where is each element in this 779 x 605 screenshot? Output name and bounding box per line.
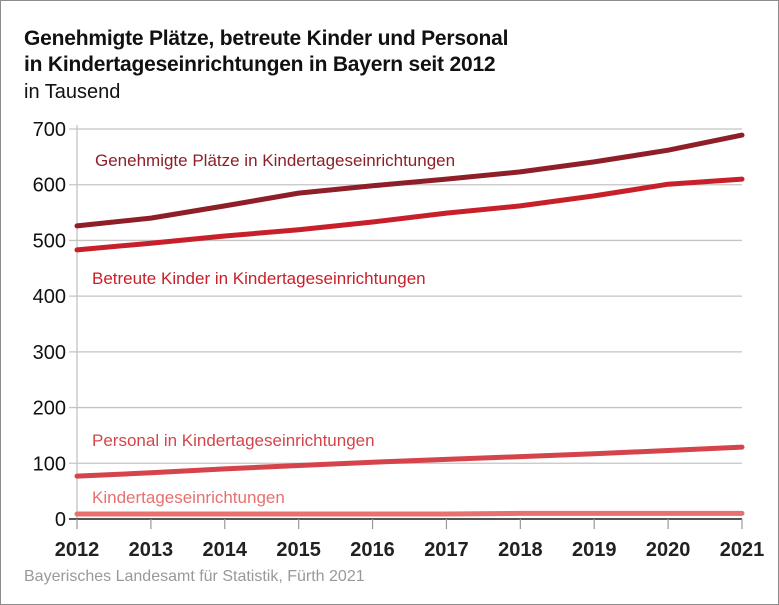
y-tick-label: 600: [33, 175, 66, 197]
series-label-3: Kindertageseinrichtungen: [92, 488, 285, 507]
series-lines: [74, 132, 745, 517]
x-tick-label: 2017: [424, 539, 469, 561]
y-tick-label: 400: [33, 286, 66, 308]
x-tick-label: 2016: [350, 539, 395, 561]
series-label-0: Genehmigte Plätze in Kindertageseinricht…: [95, 151, 455, 170]
y-tick-label: 500: [33, 230, 66, 252]
y-axis-ticks: 0 100 200 300 400 500 600 700: [33, 119, 66, 531]
chart-subtitle: in Tausend: [24, 81, 121, 103]
x-tick-label: 2021: [720, 539, 765, 561]
x-tick-label: 2012: [55, 539, 100, 561]
y-tick-label: 200: [33, 398, 66, 420]
series-label-2: Personal in Kindertageseinrichtungen: [92, 431, 375, 450]
chart-title: Genehmigte Plätze, betreute Kinder und P…: [24, 26, 508, 78]
x-tick-label: 2014: [203, 539, 248, 561]
source-note: Bayerisches Landesamt für Statistik, Für…: [24, 568, 365, 585]
x-tick-label: 2019: [572, 539, 617, 561]
x-tick-label: 2018: [498, 539, 543, 561]
series-line-0: [74, 132, 745, 229]
y-tick-label: 300: [33, 342, 66, 364]
series-line-2: [74, 444, 745, 479]
series-line-1: [74, 176, 745, 253]
x-tick-label: 2013: [129, 539, 174, 561]
y-tick-label: 100: [33, 453, 66, 475]
chart-title-line-1: Genehmigte Plätze, betreute Kinder und P…: [24, 27, 509, 50]
series-line-3: [74, 510, 745, 517]
series-labels: Genehmigte Plätze in Kindertageseinricht…: [92, 151, 455, 507]
x-tick-label: 2015: [276, 539, 321, 561]
series-label-1: Betreute Kinder in Kindertageseinrichtun…: [92, 269, 426, 288]
y-tick-label: 700: [33, 119, 66, 141]
chart-title-line-2: in Kindertageseinrichtungen in Bayern se…: [24, 53, 496, 76]
x-tick-label: 2020: [646, 539, 691, 561]
y-tick-label: 0: [55, 509, 66, 531]
x-axis: 2012 2013 2014 2015 2016 2017 2018 2019 2020 2021: [55, 518, 765, 561]
